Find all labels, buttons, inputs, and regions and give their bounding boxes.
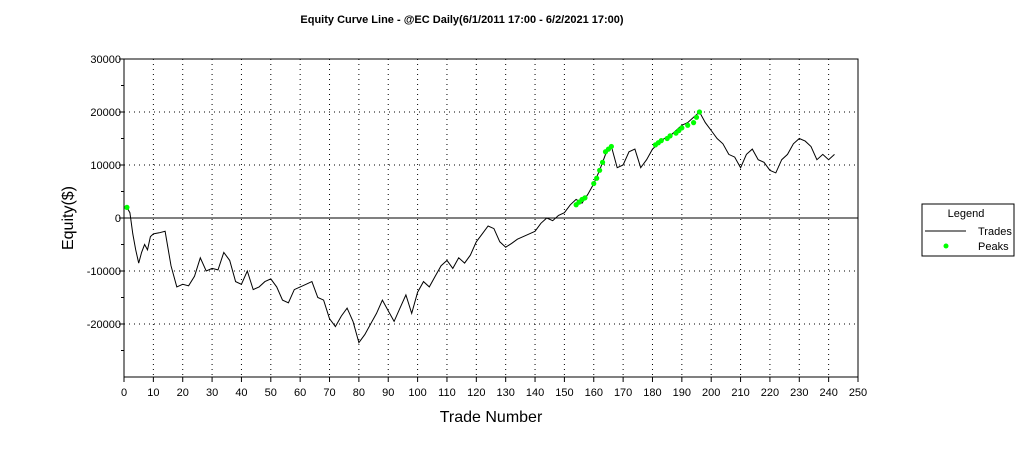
x-tick-label: 220 [761,387,779,399]
peak-point [693,114,700,120]
peak-point [685,122,691,128]
x-tick-label: 100 [408,387,426,399]
y-tick-label: -10000 [87,266,121,278]
x-tick-label: 130 [497,387,515,399]
x-tick-label: 230 [790,387,808,399]
gridlines [124,59,858,377]
x-tick-label: 140 [526,387,544,399]
x-tick-label: 70 [323,387,335,399]
peak-point [594,175,600,181]
x-tick-label: 90 [382,387,394,399]
peak-point [124,204,130,210]
x-tick-label: 120 [467,387,485,399]
peak-point [608,143,614,150]
x-tick-label: 240 [819,387,837,399]
peak-point [658,138,664,144]
legend: Legend Trades Peaks [921,203,1015,257]
x-tick-label: 160 [585,387,603,399]
peak-point [690,120,697,126]
peak-point [591,180,597,187]
x-axis-ticks: 0 10 20 30 40 50 60 70 80 90 100 110 120 130 140 150 160… [121,377,867,399]
legend-peaks-label: Peaks [978,241,1009,253]
x-axis-title: Trade Number [440,409,543,426]
x-tick-label: 150 [555,387,573,399]
y-tick-label: 10000 [90,160,121,172]
chart-title: Equity Curve Line - @EC Daily(6/1/2011 1… [300,14,623,26]
y-axis-ticks: 30000 20000 10000 0 -10000 -20000 [87,54,124,351]
y-tick-label: 20000 [90,107,121,119]
x-tick-label: 10 [147,387,159,399]
legend-peaks-swatch [943,243,949,249]
trades-series-line [126,111,835,344]
x-tick-label: 0 [121,387,127,399]
x-tick-label: 40 [235,387,247,399]
x-tick-label: 50 [265,387,277,399]
y-tick-label: 0 [115,213,121,225]
x-tick-label: 30 [206,387,218,399]
x-tick-label: 170 [614,387,632,399]
x-tick-label: 20 [177,387,189,399]
y-axis-title: Equity($) [60,186,77,250]
x-tick-label: 110 [438,387,456,399]
peak-point [582,195,588,201]
x-tick-label: 200 [702,387,720,399]
y-tick-label: 30000 [90,54,121,66]
legend-box [921,203,1015,257]
peaks-series [124,109,703,210]
x-tick-label: 60 [294,387,306,399]
x-tick-label: 210 [731,387,749,399]
legend-title: Legend [948,208,985,220]
y-tick-label: -20000 [87,319,121,331]
x-tick-label: 190 [673,387,691,399]
peak-point [667,133,673,139]
x-tick-label: 250 [849,387,867,399]
legend-trades-label: Trades [978,226,1012,238]
peak-point [696,109,703,115]
x-tick-label: 80 [353,387,365,399]
peak-point [679,125,685,131]
peak-point [599,159,606,165]
peak-point [597,167,603,173]
x-tick-label: 180 [643,387,661,399]
